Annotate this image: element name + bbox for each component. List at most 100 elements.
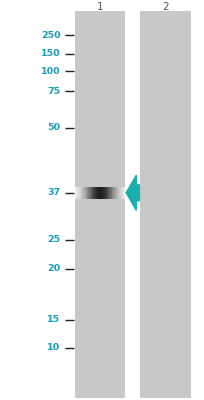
Bar [74, 189, 124, 190]
Bar [94, 187, 96, 199]
Bar [111, 187, 112, 199]
Text: 150: 150 [41, 50, 60, 58]
Bar [115, 187, 116, 199]
Text: 50: 50 [47, 124, 60, 132]
Bar [74, 191, 124, 192]
Bar [77, 187, 78, 199]
Bar [74, 192, 124, 193]
Bar [90, 187, 92, 199]
Bar [104, 187, 105, 199]
Bar [84, 187, 85, 199]
Bar [94, 187, 95, 199]
Bar [74, 194, 124, 195]
Bar [112, 187, 113, 199]
Bar [74, 197, 124, 198]
Bar [86, 187, 87, 199]
Bar [124, 187, 125, 199]
Bar [140, 11, 190, 398]
Bar [116, 187, 117, 199]
Bar [104, 187, 106, 199]
Bar [106, 187, 107, 199]
Bar [80, 187, 81, 199]
Bar [76, 187, 77, 199]
Text: 2: 2 [162, 2, 169, 12]
Bar [74, 198, 124, 199]
Bar [87, 187, 88, 199]
Bar [74, 193, 124, 194]
Bar [74, 188, 124, 189]
Bar [74, 194, 124, 195]
Bar [107, 187, 108, 199]
Bar [74, 194, 124, 195]
Bar [100, 187, 102, 199]
Bar [118, 187, 119, 199]
Bar [123, 187, 124, 199]
Bar [82, 187, 83, 199]
Text: 1: 1 [96, 2, 103, 12]
Bar [91, 187, 92, 199]
Bar [109, 187, 111, 199]
Bar [96, 187, 97, 199]
Bar [74, 187, 124, 188]
Bar [75, 187, 76, 199]
Bar [117, 187, 118, 199]
Bar [74, 191, 124, 192]
Bar [102, 187, 103, 199]
Bar [74, 11, 124, 398]
FancyArrow shape [125, 175, 139, 210]
Text: 250: 250 [41, 31, 60, 40]
Bar [103, 187, 104, 199]
Bar [119, 187, 120, 199]
Bar [84, 187, 86, 199]
Bar [74, 195, 124, 196]
Bar [74, 187, 124, 188]
Bar [88, 187, 89, 199]
Bar [120, 187, 122, 199]
Bar [81, 187, 82, 199]
Bar [74, 195, 124, 196]
Text: 25: 25 [47, 236, 60, 244]
Bar [120, 187, 121, 199]
Bar [78, 187, 79, 199]
Bar [95, 187, 96, 199]
Bar [89, 187, 90, 199]
Bar [109, 187, 110, 199]
Bar [101, 187, 102, 199]
Text: 15: 15 [47, 316, 60, 324]
Bar [74, 190, 124, 191]
Bar [114, 187, 116, 199]
Bar [89, 187, 91, 199]
Bar [74, 189, 124, 190]
Bar [80, 187, 82, 199]
Text: 75: 75 [47, 87, 60, 96]
Bar [97, 187, 98, 199]
Text: 10: 10 [47, 344, 60, 352]
Bar [74, 188, 124, 189]
Bar [114, 187, 115, 199]
Text: 100: 100 [41, 67, 60, 76]
Bar [122, 187, 123, 199]
Text: 20: 20 [47, 264, 60, 273]
Bar [108, 187, 109, 199]
Bar [74, 187, 124, 188]
Bar [92, 187, 93, 199]
Bar [74, 190, 124, 191]
Bar [83, 187, 84, 199]
Bar [113, 187, 114, 199]
Bar [93, 187, 94, 199]
Bar [74, 196, 124, 197]
Bar [105, 187, 106, 199]
Bar [74, 192, 124, 193]
Bar [121, 187, 122, 199]
Bar [99, 187, 100, 199]
Bar [79, 187, 80, 199]
Bar [74, 198, 124, 199]
Bar [85, 187, 86, 199]
Bar [74, 197, 124, 198]
Bar [98, 187, 99, 199]
Text: 37: 37 [47, 188, 60, 197]
Bar [74, 187, 76, 199]
Bar [100, 187, 101, 199]
Bar [74, 193, 124, 194]
Bar [110, 187, 112, 199]
